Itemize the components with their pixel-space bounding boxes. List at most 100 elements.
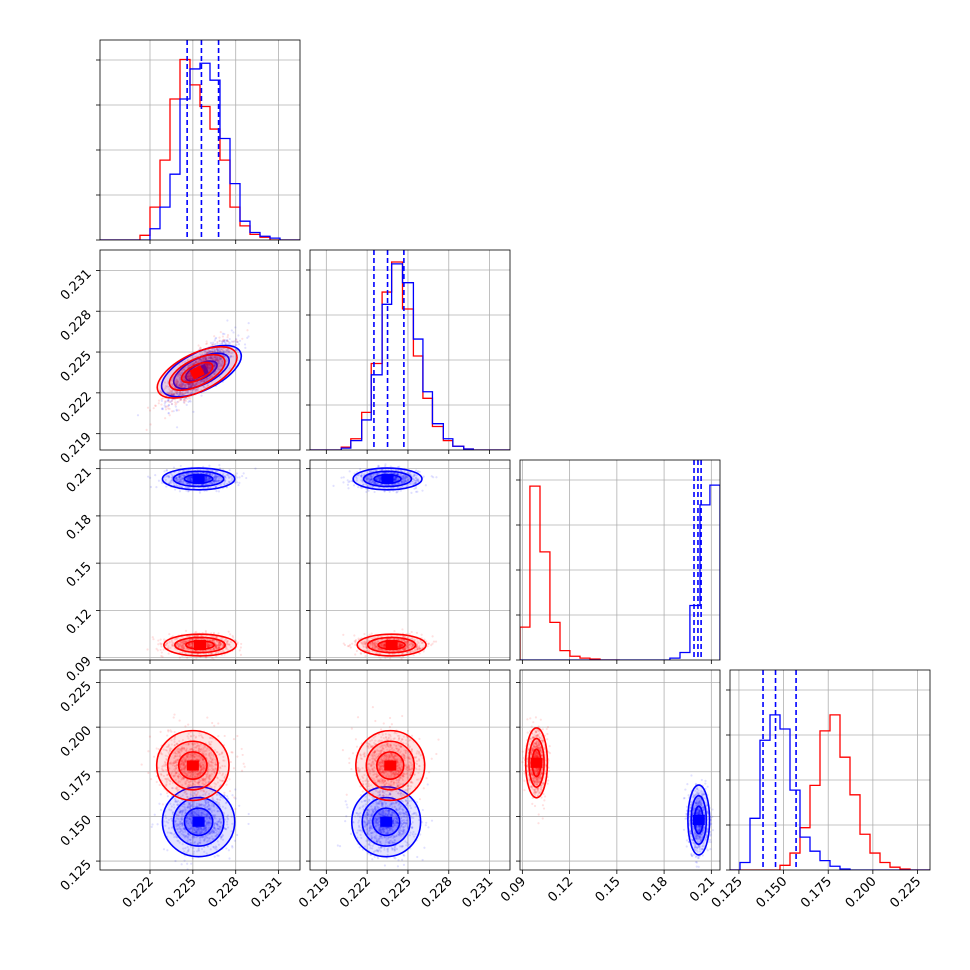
sample-point xyxy=(184,629,188,632)
sample-point xyxy=(186,391,189,394)
sample-point xyxy=(209,366,213,369)
sample-point xyxy=(176,400,179,404)
sample-point xyxy=(222,340,226,343)
sample-point xyxy=(191,385,194,388)
y-tick-label: 0.231 xyxy=(58,267,95,304)
sample-point xyxy=(181,383,184,386)
sample-point xyxy=(208,356,211,360)
sample-point xyxy=(215,358,218,361)
sample-point xyxy=(210,350,213,353)
sample-point xyxy=(215,359,218,362)
sample-point xyxy=(146,648,149,651)
sample-point xyxy=(163,470,166,473)
sample-point xyxy=(190,384,193,388)
sample-point xyxy=(175,382,178,385)
sample-point xyxy=(217,366,220,369)
sample-point xyxy=(198,358,201,361)
sample-point xyxy=(181,382,184,385)
sample-point xyxy=(170,378,173,382)
sample-point xyxy=(186,397,189,400)
sample-point xyxy=(221,339,224,342)
sample-point xyxy=(221,342,224,345)
sample-point xyxy=(208,376,211,379)
sample-point xyxy=(190,385,193,388)
sample-point xyxy=(184,360,187,364)
sample-point xyxy=(208,364,212,367)
panel-frame xyxy=(99,39,301,241)
sample-point xyxy=(206,363,210,366)
sample-point xyxy=(161,407,164,410)
sample-point xyxy=(207,356,210,359)
sample-point xyxy=(188,386,191,389)
sample-point xyxy=(211,657,214,660)
sample-point xyxy=(207,366,211,369)
sample-point xyxy=(218,357,221,360)
sample-point xyxy=(178,378,181,381)
sample-point xyxy=(193,383,196,386)
sample-point xyxy=(205,364,208,367)
sample-point xyxy=(204,362,208,365)
sample-point xyxy=(182,384,185,387)
x-tick-label: 0.150 xyxy=(753,874,790,911)
sample-point xyxy=(187,400,190,403)
sample-point xyxy=(183,383,186,386)
sample-point xyxy=(194,360,197,364)
sample-point xyxy=(187,377,191,381)
sample-point xyxy=(188,376,191,379)
sample-point xyxy=(208,366,211,369)
sample-point xyxy=(180,383,183,386)
sample-point xyxy=(207,357,210,360)
sample-point xyxy=(173,393,176,396)
sample-point xyxy=(213,348,217,352)
sample-point xyxy=(206,350,209,354)
sample-point xyxy=(199,380,202,383)
sample-point xyxy=(179,391,182,394)
sample-point xyxy=(188,375,191,378)
sample-point xyxy=(214,358,217,362)
sample-point xyxy=(230,355,233,358)
sample-point xyxy=(175,380,179,384)
sample-point xyxy=(178,372,181,376)
sample-point xyxy=(226,339,229,342)
sample-point xyxy=(243,343,247,346)
sample-point xyxy=(200,380,204,383)
sample-point xyxy=(424,484,427,487)
sample-point xyxy=(159,638,162,641)
sample-point xyxy=(204,356,207,360)
sample-point xyxy=(160,397,163,401)
sample-point xyxy=(169,392,172,395)
sample-point xyxy=(159,389,162,392)
sample-point xyxy=(215,347,218,350)
sample-point xyxy=(189,377,192,380)
density-peak xyxy=(192,473,205,484)
sample-point xyxy=(207,367,210,370)
sample-point xyxy=(174,488,177,491)
sample-point xyxy=(189,384,193,387)
sample-point xyxy=(178,383,181,386)
y-tick-label: 0.228 xyxy=(58,307,95,344)
sample-point xyxy=(219,358,222,361)
sample-point xyxy=(184,397,188,400)
sample-point xyxy=(211,358,214,361)
sample-point xyxy=(198,381,201,384)
sample-point xyxy=(228,337,231,341)
sample-point xyxy=(182,393,185,396)
sample-point xyxy=(161,397,165,400)
sample-point xyxy=(188,399,191,403)
sample-point xyxy=(215,661,217,663)
sample-point xyxy=(211,349,214,353)
sample-point xyxy=(167,399,170,402)
sample-point xyxy=(218,368,221,371)
sample-point xyxy=(219,348,222,351)
sample-point xyxy=(209,350,212,353)
sample-point xyxy=(168,391,171,395)
sample-point xyxy=(216,349,219,352)
sample-point xyxy=(236,340,239,344)
sample-point xyxy=(188,382,191,385)
sample-point xyxy=(238,649,241,652)
sample-point xyxy=(172,410,175,413)
panel-frame xyxy=(309,249,511,451)
sample-point xyxy=(191,377,194,380)
sample-point xyxy=(170,390,174,393)
sample-point xyxy=(187,374,191,377)
